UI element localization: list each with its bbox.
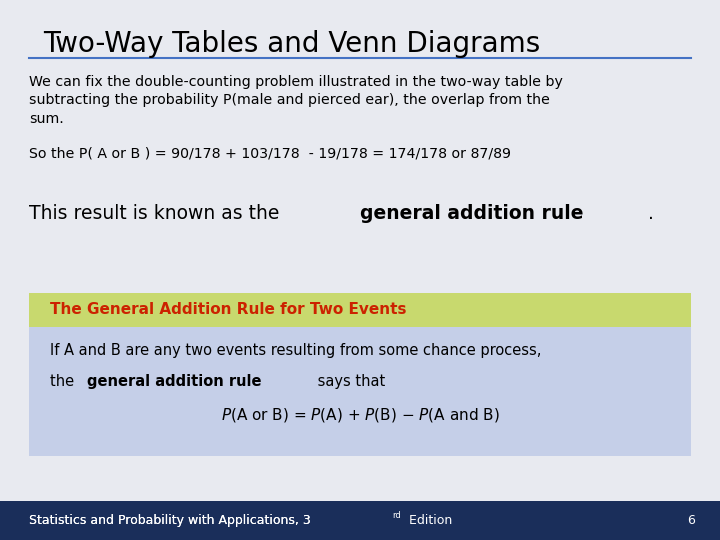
Text: Statistics and Probability with Applications, 3: Statistics and Probability with Applicat… <box>29 514 310 527</box>
Text: general addition rule: general addition rule <box>88 374 262 389</box>
Text: says that: says that <box>312 374 385 389</box>
Text: If A and B are any two events resulting from some chance process,: If A and B are any two events resulting … <box>50 343 541 358</box>
Text: This result is known as the: This result is known as the <box>29 204 285 223</box>
FancyBboxPatch shape <box>0 501 720 540</box>
FancyBboxPatch shape <box>29 293 691 329</box>
FancyBboxPatch shape <box>29 327 691 456</box>
Text: $\mathit{P}$(A or B) = $\mathit{P}$(A) + $\mathit{P}$(B) − $\mathit{P}$(A and B): $\mathit{P}$(A or B) = $\mathit{P}$(A) +… <box>220 406 500 424</box>
Text: Edition: Edition <box>405 514 453 527</box>
Text: .: . <box>648 204 654 223</box>
Text: 6: 6 <box>687 514 695 527</box>
Text: So the P( A or B ) = 90/178 + 103/178  - 19/178 = 174/178 or 87/89: So the P( A or B ) = 90/178 + 103/178 - … <box>29 147 510 161</box>
Text: Statistics and Probability with Applications, 3: Statistics and Probability with Applicat… <box>29 514 310 527</box>
Text: rd: rd <box>392 511 401 519</box>
Text: general addition rule: general addition rule <box>359 204 583 223</box>
Text: We can fix the double-counting problem illustrated in the two-way table by
subtr: We can fix the double-counting problem i… <box>29 75 562 126</box>
Text: the: the <box>50 374 79 389</box>
Text: The General Addition Rule for Two Events: The General Addition Rule for Two Events <box>50 302 407 317</box>
Text: Two-Way Tables and Venn Diagrams: Two-Way Tables and Venn Diagrams <box>43 30 541 58</box>
